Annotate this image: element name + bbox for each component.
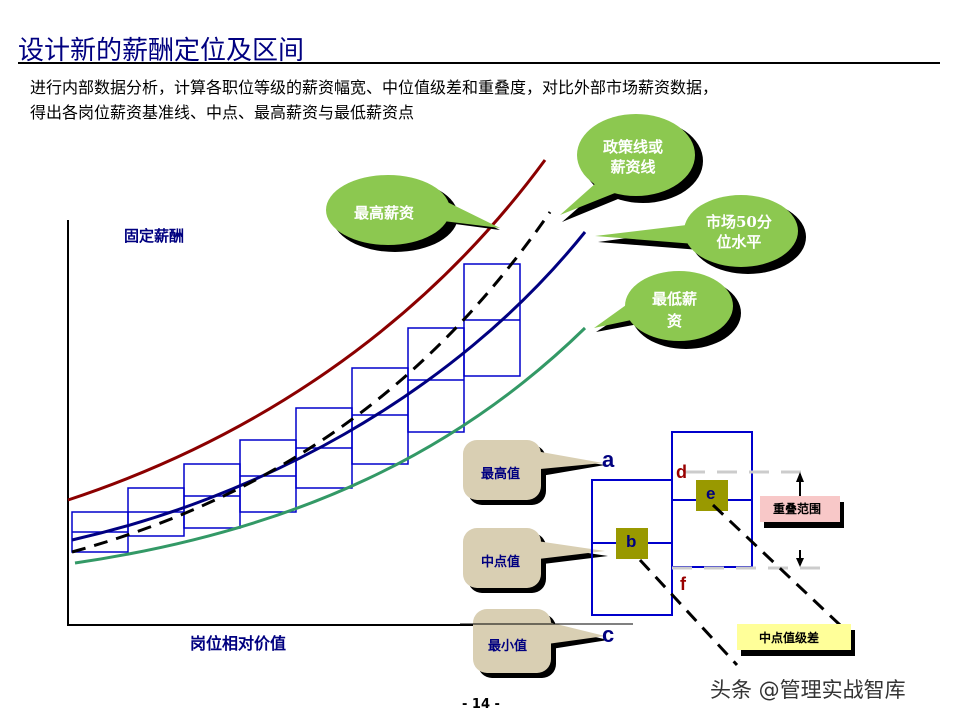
overlap-label: 重叠范围	[773, 502, 822, 516]
policy-line-label: 政策线或 薪资线	[603, 138, 664, 176]
max-value-label: 最高值	[481, 467, 521, 482]
point-a-label: a	[602, 447, 615, 472]
arrow-down-icon	[796, 558, 804, 567]
point-b-label: b	[626, 532, 637, 551]
min-salary-curve	[74, 326, 587, 565]
market-p50-label: 市场50分 位水平	[706, 213, 772, 251]
arrow-up-icon	[796, 472, 804, 482]
callout-min-salary	[594, 271, 741, 349]
market-p50-curve	[71, 231, 587, 542]
overlap-label-box	[760, 496, 840, 522]
page-number: - 14 -	[462, 697, 500, 712]
description-line: 进行内部数据分析，计算各职位等级的薪资幅宽、中位值级差和重叠度，对比外部市场薪资…	[30, 78, 719, 97]
min-salary-label: 最低薪资	[652, 290, 698, 330]
mid-value-label: 中点值	[481, 555, 521, 570]
callout-policy-line	[560, 114, 703, 222]
salary-bands	[71, 263, 521, 553]
callout-max-salary	[326, 175, 500, 252]
mid-diff-line-b	[638, 558, 739, 667]
mid-diff-label: 中点值级差	[759, 631, 820, 645]
title-divider	[18, 62, 940, 64]
callout-market-p50	[595, 195, 806, 274]
mid-diff-line-e	[711, 503, 842, 627]
point-e-label: e	[706, 484, 716, 503]
point-b-marker	[616, 528, 648, 559]
page-title: 设计新的薪酬定位及区间	[18, 36, 305, 66]
description: 进行内部数据分析，计算各职位等级的薪资幅宽、中位值级差和重叠度，对比外部市场薪资…	[30, 75, 950, 125]
point-e-marker	[696, 480, 728, 511]
callout-mid-value	[463, 528, 608, 593]
callout-max-value	[463, 440, 605, 505]
mid-diff-label-box	[737, 624, 851, 650]
y-axis-label: 固定薪酬	[124, 227, 185, 245]
min-value-label: 最小值	[488, 639, 528, 654]
callout-min-value	[473, 609, 608, 678]
watermark: 头条 @管理实战智库	[710, 678, 906, 702]
description-line: 得出各岗位薪资基准线、中点、最高薪资与最低薪资点	[30, 103, 415, 122]
x-axis-label: 岗位相对价值	[190, 634, 287, 653]
policy-line	[71, 211, 552, 554]
point-f-label: f	[680, 574, 686, 594]
point-d-label: d	[676, 462, 687, 482]
point-c-label: c	[602, 622, 615, 647]
max-salary-label: 最高薪资	[354, 204, 415, 222]
